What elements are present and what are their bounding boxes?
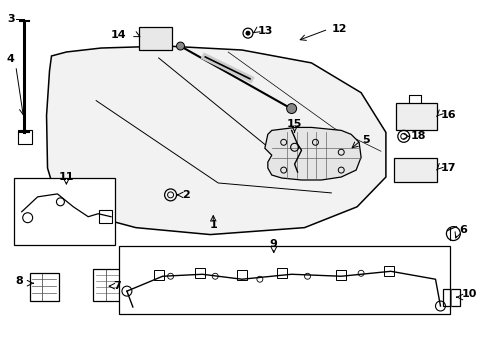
Text: 18: 18 [410,131,426,141]
Text: 17: 17 [440,163,455,173]
Text: 7: 7 [113,281,121,291]
Bar [395,103,437,130]
Bar [30,273,60,301]
Bar [139,27,171,50]
Bar [237,270,246,280]
Text: 2: 2 [182,190,190,200]
Text: 16: 16 [440,109,455,120]
Circle shape [286,104,296,113]
Bar [195,268,205,278]
Bar [119,247,449,314]
Text: 13: 13 [257,26,273,36]
Bar [336,270,346,280]
Bar [153,270,163,280]
Text: 1: 1 [209,220,217,230]
Text: 10: 10 [460,289,476,299]
Text: 14: 14 [110,30,126,40]
Text: 9: 9 [269,239,277,249]
Text: 4: 4 [7,54,15,64]
Bar [276,268,286,278]
Text: 3: 3 [7,14,15,24]
Text: 6: 6 [458,225,466,235]
Text: 11: 11 [59,172,74,182]
Text: 5: 5 [361,135,369,145]
Text: 15: 15 [286,120,302,130]
Bar [93,269,122,301]
Polygon shape [46,46,385,235]
Bar [99,210,112,223]
Circle shape [176,42,184,50]
Text: 8: 8 [16,276,23,286]
Bar [18,130,32,144]
Bar [393,158,437,182]
Bar [14,178,115,246]
Bar [443,289,459,306]
Circle shape [245,31,249,35]
Polygon shape [264,127,360,180]
Bar [383,266,393,276]
Text: 12: 12 [331,24,346,34]
